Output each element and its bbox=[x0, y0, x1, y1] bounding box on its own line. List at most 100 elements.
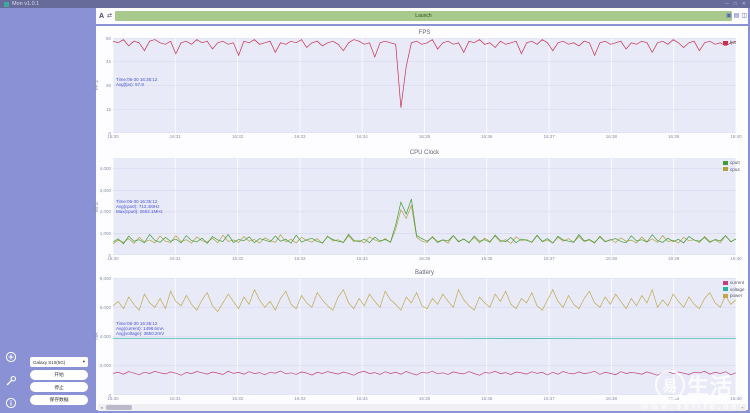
add-circle-icon[interactable] bbox=[5, 351, 17, 363]
app-icon bbox=[4, 1, 9, 7]
close-button[interactable]: ✕ bbox=[741, 1, 746, 7]
chevron-down-icon: ▾ bbox=[82, 359, 85, 364]
legend-item[interactable]: fps bbox=[723, 40, 736, 45]
plot-area[interactable]: Time:06-30 16:35:12 Avg(current): 1498.6m… bbox=[113, 278, 736, 395]
legend-label: current bbox=[730, 280, 745, 285]
y-tick-label: 30 bbox=[105, 83, 111, 88]
x-tick-label: 16:39 bbox=[668, 134, 680, 139]
swap-icon[interactable]: ⇄ bbox=[107, 13, 113, 19]
sidebar-control-panel: Galaxy S10(5G) ▾ 开始 停止 保存数据 bbox=[30, 357, 88, 405]
stop-button[interactable]: 停止 bbox=[30, 382, 88, 392]
y-axis-ticks: 0 15 30 45 60 bbox=[96, 29, 112, 141]
x-tick-label: 16:35 bbox=[418, 396, 431, 401]
legend-swatch bbox=[723, 160, 728, 165]
chart-title: Battery bbox=[414, 270, 434, 276]
y-tick-label: 6,000 bbox=[99, 304, 111, 310]
legend-label: cpu0 bbox=[730, 160, 740, 165]
chart-annotation: Time:06-30 16:35:12 Avg(fps): 57.8 bbox=[116, 77, 158, 88]
chart-legend[interactable]: current voltage power bbox=[723, 280, 745, 300]
x-tick-label: 16:31 bbox=[169, 134, 181, 139]
window-title: Mon v1.0.1 bbox=[12, 1, 40, 7]
x-tick-label: 16:36 bbox=[481, 256, 493, 261]
y-tick-label: 2,000 bbox=[99, 209, 111, 215]
launch-banner-button[interactable]: Launch bbox=[115, 11, 732, 21]
cpu-clock-chart: CPU Clock MHz 0 1,000 2,000 3,000 4,000 Time… bbox=[94, 149, 748, 263]
save-icon[interactable]: ◫ bbox=[741, 13, 747, 19]
y-tick-label: 2,000 bbox=[99, 363, 111, 369]
chart-legend[interactable]: fps bbox=[723, 40, 736, 47]
minimize-button[interactable]: ─ bbox=[725, 1, 729, 7]
legend-item[interactable]: power bbox=[723, 293, 745, 298]
y-axis-ticks: 0 2,000 4,000 6,000 8,000 bbox=[96, 269, 112, 403]
x-tick-label: 16:35 bbox=[418, 134, 431, 139]
x-tick-label: 16:30 bbox=[107, 134, 119, 139]
x-tick-label: 16:36 bbox=[481, 134, 493, 139]
x-tick-label: 16:31 bbox=[169, 256, 181, 261]
x-tick-label: 16:34 bbox=[356, 256, 368, 261]
x-tick-label: 16:37 bbox=[543, 256, 555, 261]
battery-chart: Battery mA 0 2,000 4,000 6,000 8,000 Time:06… bbox=[94, 269, 748, 403]
x-tick-label: 16:40 bbox=[730, 134, 742, 139]
x-tick-label: 16:34 bbox=[356, 396, 368, 401]
fps-chart: FPS FPS 0 15 30 45 60 Time:06-30 16:35:12 Avg… bbox=[94, 29, 748, 141]
horizontal-scrollbar[interactable]: ◂ ▸ bbox=[98, 404, 746, 411]
legend-label: fps bbox=[730, 40, 737, 45]
x-tick-label: 16:38 bbox=[605, 134, 618, 139]
x-tick-label: 16:37 bbox=[543, 134, 555, 139]
wrench-icon[interactable] bbox=[5, 375, 17, 387]
y-tick-label: 4,000 bbox=[99, 166, 111, 172]
x-tick-label: 16:32 bbox=[231, 396, 244, 401]
info-icon[interactable] bbox=[5, 397, 17, 409]
y-tick-label: 1,000 bbox=[99, 230, 111, 236]
scroll-left-arrow[interactable]: ◂ bbox=[100, 405, 103, 410]
x-tick-label: 16:40 bbox=[730, 396, 742, 401]
y-tick-label: 0 bbox=[108, 130, 111, 136]
legend-swatch bbox=[723, 280, 728, 285]
grid-icon[interactable]: ▤ bbox=[733, 13, 740, 19]
legend-item[interactable]: cpu4 bbox=[723, 167, 740, 172]
plot-area[interactable]: Time:06-30 16:35:12 Avg(cpu0): 712.4MHz Ma… bbox=[113, 158, 736, 255]
legend-item[interactable]: voltage bbox=[723, 287, 745, 292]
legend-item[interactable]: current bbox=[723, 280, 745, 285]
scroll-right-arrow[interactable]: ▸ bbox=[741, 405, 744, 410]
device-select[interactable]: Galaxy S10(5G) ▾ bbox=[30, 357, 88, 367]
y-tick-label: 4,000 bbox=[99, 334, 111, 339]
save-data-button[interactable]: 保存数据 bbox=[30, 394, 88, 405]
x-axis-ticks: 16:30 16:31 16:32 16:33 16:34 16:35 16:36 16:37… bbox=[107, 395, 741, 403]
x-tick-label: 16:33 bbox=[294, 256, 306, 261]
scrollbar-thumb[interactable] bbox=[106, 405, 132, 410]
legend-item[interactable]: cpu0 bbox=[723, 160, 740, 165]
x-axis-ticks: 16:30 16:31 16:32 16:33 16:34 16:35 16:36 16:37… bbox=[107, 133, 741, 141]
legend-label: cpu4 bbox=[730, 166, 740, 172]
x-tick-label: 16:38 bbox=[605, 256, 618, 261]
screenshot-icon[interactable]: ▣ bbox=[725, 13, 732, 19]
legend-swatch bbox=[723, 40, 728, 45]
x-tick-label: 16:32 bbox=[231, 256, 244, 261]
sidebar: Galaxy S10(5G) ▾ 开始 停止 保存数据 bbox=[0, 8, 96, 413]
y-tick-label: 15 bbox=[105, 106, 111, 112]
plot-area[interactable]: Time:06-30 16:35:12 Avg(fps): 57.8 bbox=[113, 38, 736, 133]
maximize-button[interactable]: □ bbox=[733, 1, 737, 7]
chart-legend[interactable]: cpu0 cpu4 bbox=[723, 160, 740, 173]
device-select-value: Galaxy S10(5G) bbox=[33, 359, 66, 365]
chart-title: CPU Clock bbox=[409, 150, 440, 156]
toolbar: A ⇄ Launch ▣ ▤ ◫ bbox=[98, 11, 748, 22]
y-axis-ticks: 0 1,000 2,000 3,000 4,000 bbox=[96, 149, 112, 263]
legend-label: voltage bbox=[730, 286, 745, 292]
legend-swatch bbox=[723, 167, 728, 171]
y-tick-label: 0 bbox=[108, 252, 111, 258]
x-tick-label: 16:38 bbox=[605, 396, 618, 401]
x-tick-label: 16:34 bbox=[356, 134, 368, 139]
x-tick-label: 16:40 bbox=[730, 256, 742, 261]
x-tick-label: 16:36 bbox=[481, 396, 493, 401]
y-tick-label: 45 bbox=[105, 59, 111, 65]
toolbar-separator bbox=[96, 24, 748, 26]
start-button[interactable]: 开始 bbox=[30, 369, 88, 380]
text-tool-icon[interactable]: A bbox=[99, 13, 105, 20]
chart-annotation: Time:06-30 16:35:12 Avg(current): 1498.6m… bbox=[116, 321, 165, 337]
x-tick-label: 16:33 bbox=[294, 396, 306, 401]
x-tick-label: 16:39 bbox=[668, 396, 680, 401]
chart-annotation: Time:06-30 16:35:12 Avg(cpu0): 712.4MHz Ma… bbox=[116, 199, 163, 215]
legend-label: power bbox=[730, 293, 743, 298]
x-axis-ticks: 16:30 16:31 16:32 16:33 16:34 16:35 16:36 16:37… bbox=[107, 255, 741, 263]
